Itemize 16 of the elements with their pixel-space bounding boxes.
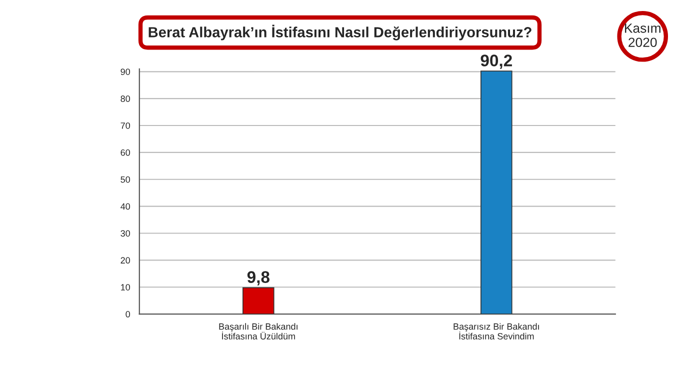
y-tick-label: 10	[121, 284, 130, 290]
y-tick-label: 60	[120, 149, 130, 156]
x-tick-label: Başarısız Bir Bakandı İstifasına Sevindim	[454, 323, 539, 340]
y-tick-label: 70	[120, 122, 130, 129]
data-label: 9,8	[247, 271, 270, 286]
y-tick-label: 50	[120, 176, 130, 183]
y-tick-label: 40	[120, 203, 130, 210]
y-tick-label: 30	[120, 230, 130, 237]
y-tick-label: 80	[120, 96, 130, 102]
chart-title: Berat Albayrak’ın İstifasını Nasıl Değerlendiriyorsunuz?	[148, 24, 532, 40]
y-tick-label: 90	[120, 68, 130, 75]
y-tick-label: 20	[120, 257, 130, 264]
x-tick-label: Başarılı Bir Bakandı İstifasına Üzüldüm	[219, 323, 298, 340]
y-tick-label: 0	[126, 311, 130, 318]
data-label: 90,2	[480, 54, 512, 69]
text: Kasım 2020	[624, 24, 660, 48]
